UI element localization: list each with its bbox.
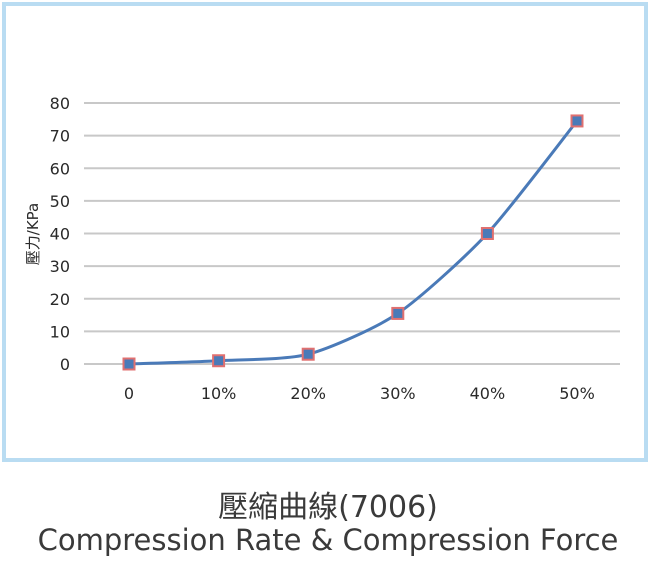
y-tick-label: 60: [50, 159, 70, 178]
y-tick-label: 40: [50, 225, 70, 244]
x-tick-label: 30%: [380, 384, 416, 403]
x-tick-labels: 0 10% 20% 30% 40% 50%: [124, 384, 595, 403]
data-point-1: [212, 354, 226, 368]
y-tick-labels: 0 10 20 30 40 50 60 70 80: [50, 94, 70, 374]
caption-english: Compression Rate & Compression Force: [37, 523, 619, 557]
caption-chinese: 壓縮曲線(7006): [218, 490, 438, 525]
x-tick-label: 40%: [470, 384, 506, 403]
compression-chart: 0 10 20 30 40 50 60 70 80 0 10% 20% 30% 40% 50% 壓力/KP…: [24, 94, 620, 403]
x-tick-label: 20%: [290, 384, 326, 403]
x-tick-label: 50%: [559, 384, 595, 403]
x-tick-label: 10%: [201, 384, 237, 403]
y-tick-label: 10: [50, 322, 70, 341]
y-tick-label: 50: [50, 192, 70, 211]
data-markers: [122, 114, 584, 371]
data-point-0: [122, 357, 136, 371]
series-line: [128, 120, 579, 366]
y-tick-label: 70: [50, 127, 70, 146]
y-tick-label: 20: [50, 290, 70, 309]
data-point-5: [570, 114, 584, 128]
chart-frame: [2, 2, 648, 462]
data-point-3: [391, 306, 405, 320]
y-tick-label: 80: [50, 94, 70, 113]
y-tick-label: 0: [60, 355, 70, 374]
y-axis-label: 壓力/KPa: [24, 203, 42, 265]
y-tick-label: 30: [50, 257, 70, 276]
gridlines: [84, 102, 620, 365]
data-point-4: [480, 227, 494, 240]
x-tick-label: 0: [124, 384, 134, 403]
data-point-2: [301, 347, 315, 361]
